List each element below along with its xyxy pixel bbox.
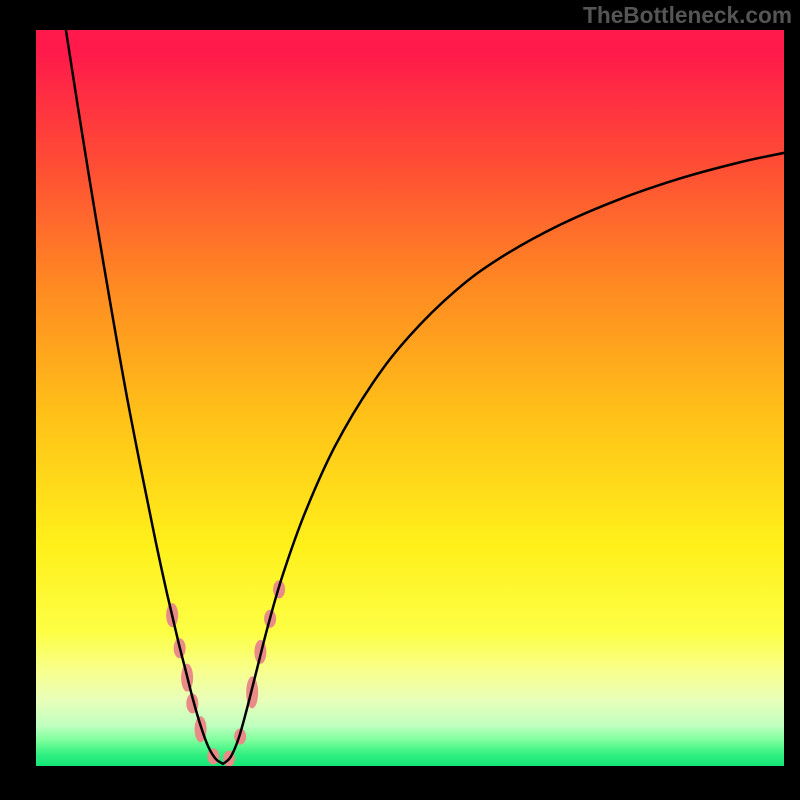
curve-svg — [36, 30, 784, 766]
watermark-text: TheBottleneck.com — [583, 2, 792, 29]
curve-left — [66, 30, 223, 764]
chart-container: TheBottleneck.com — [0, 0, 800, 800]
curve-right — [223, 153, 784, 764]
plot-area — [36, 30, 784, 766]
